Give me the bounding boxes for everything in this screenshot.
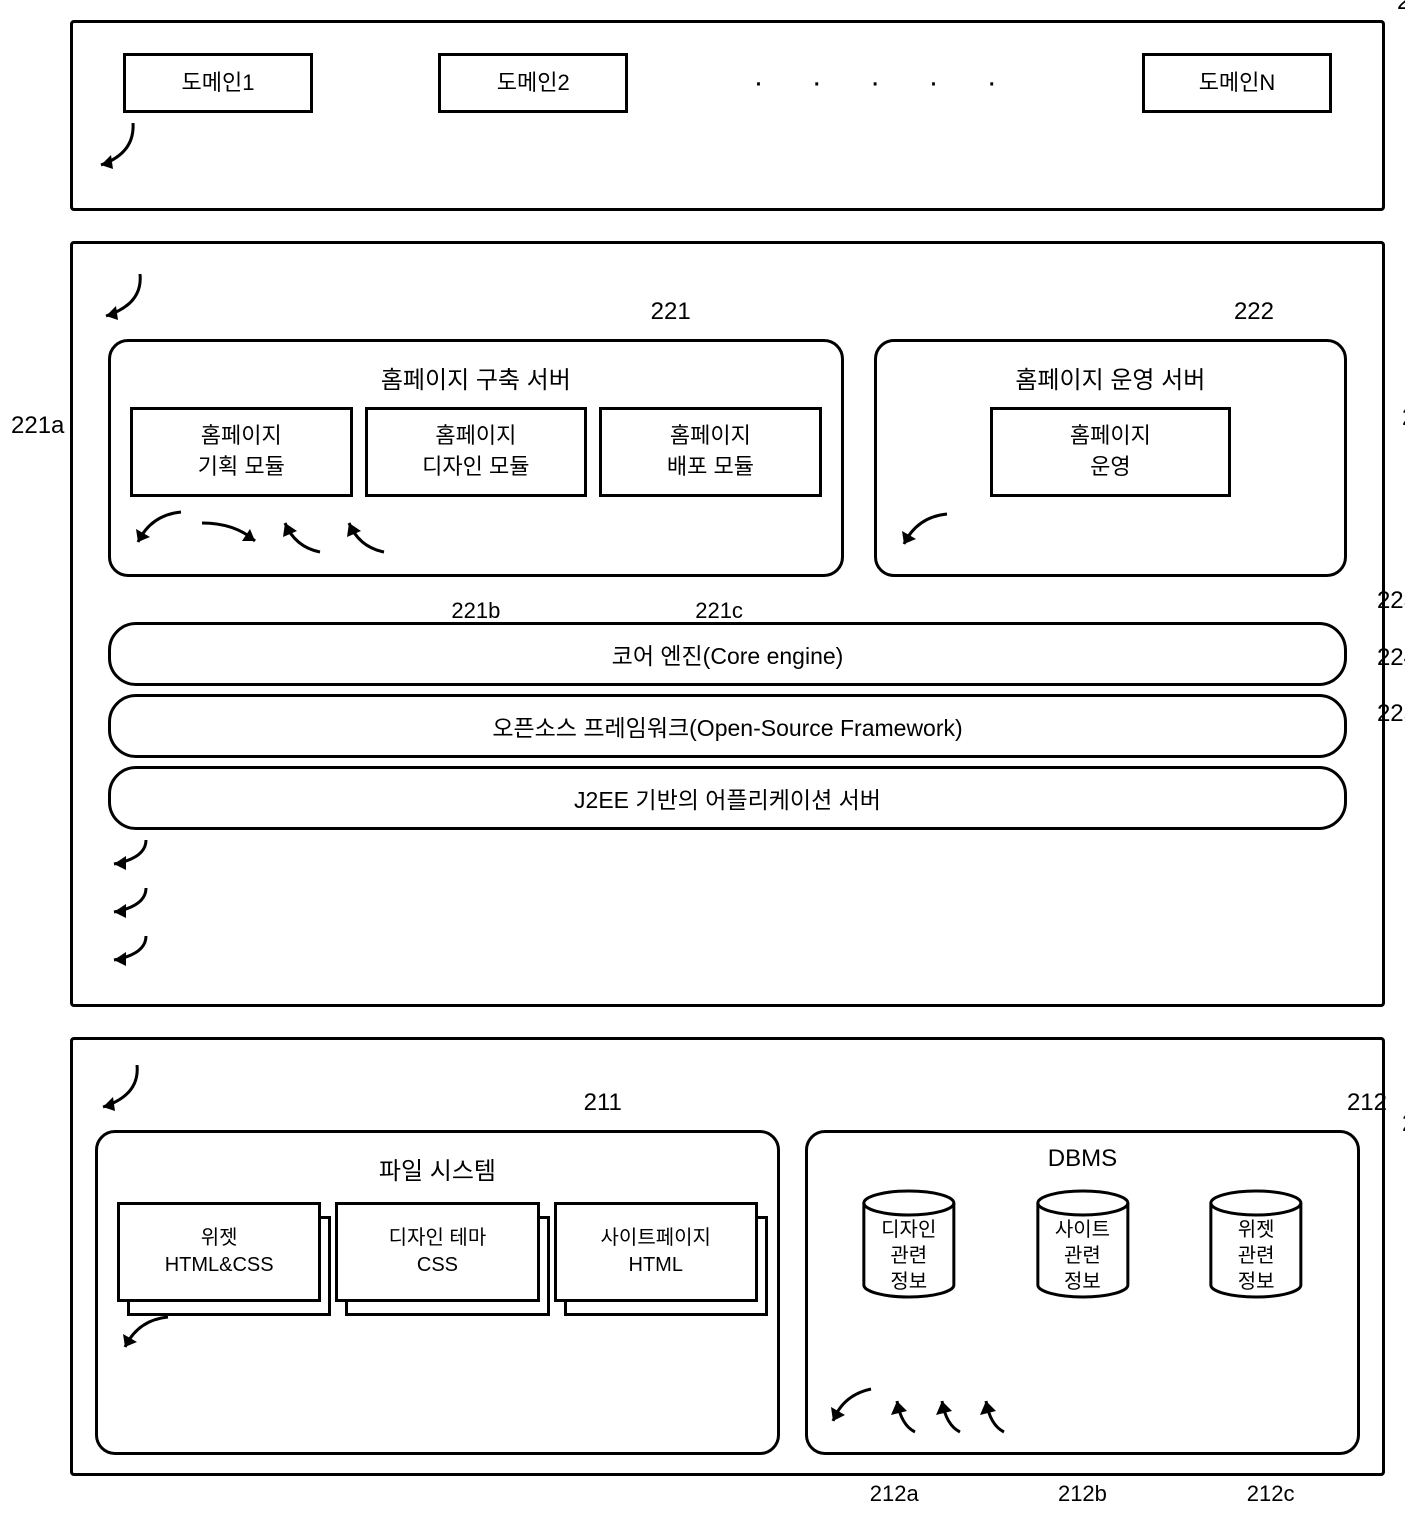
ref-223: 223 xyxy=(1377,587,1405,615)
ref-212c: 212c xyxy=(1186,1481,1356,1507)
domain-box-2: 도메인2 xyxy=(438,53,628,113)
leader-arrow-icon xyxy=(95,1065,155,1125)
db-design: 디자인 관련 정보 xyxy=(831,1189,987,1377)
dbms-title: DBMS xyxy=(823,1143,1342,1185)
ref-224: 224 xyxy=(1377,644,1405,672)
leader-arrow-icon xyxy=(823,1387,883,1437)
doc-sitepage: 사이트페이지 HTML xyxy=(554,1202,758,1302)
layer-app-server: J2EE 기반의 어플리케이션 서버 xyxy=(108,766,1347,830)
module-plan: 홈페이지 기획 모듈 xyxy=(130,407,353,497)
leader-arrow-icon xyxy=(932,1397,972,1437)
dbms-panel: DBMS 디자인 관련 정보 사이트 관련 정보 위젯 관련 정보 212 xyxy=(805,1130,1360,1455)
leader-arrow-icon xyxy=(108,886,158,926)
ops-server-panel: 홈페이지 운영 서버 홈페이지 운영 222 xyxy=(874,339,1347,577)
ref-221a-spacer xyxy=(117,598,348,624)
leader-arrow-icon xyxy=(93,123,153,183)
domain-row: 도메인1 도메인2 · · · · · 도메인N xyxy=(93,43,1362,123)
leader-arrow-icon xyxy=(339,517,399,557)
layer-stack: 코어 엔진(Core engine) 오픈소스 프레임워크(Open-Sourc… xyxy=(98,622,1357,974)
module-design: 홈페이지 디자인 모듈 xyxy=(365,407,588,497)
module-deploy: 홈페이지 배포 모듈 xyxy=(599,407,822,497)
ref-221b: 221b xyxy=(360,598,591,624)
ref-225: 225 xyxy=(1377,700,1405,728)
db-site: 사이트 관련 정보 xyxy=(1005,1189,1161,1377)
ref-222: 222 xyxy=(1234,298,1274,326)
ref-221c: 221c xyxy=(603,598,834,624)
db-widget-label: 위젯 관련 정보 xyxy=(1238,1217,1275,1295)
build-server-panel: 홈페이지 구축 서버 홈페이지 기획 모듈 홈페이지 디자인 모듈 홈페이지 배… xyxy=(108,339,844,577)
ref-212: 212 xyxy=(1347,1089,1387,1117)
domains-container: 도메인1 도메인2 · · · · · 도메인N 230 xyxy=(70,20,1385,211)
ops-server-title: 홈페이지 운영 서버 xyxy=(892,352,1329,407)
layer-core-engine: 코어 엔진(Core engine) xyxy=(108,622,1347,686)
leader-arrow-icon xyxy=(892,509,962,559)
leader-arrow-icon xyxy=(976,1397,1016,1437)
ops-module: 홈페이지 운영 xyxy=(990,407,1231,497)
file-system-title: 파일 시스템 xyxy=(113,1143,762,1198)
ellipsis-dots: · · · · · xyxy=(753,66,1016,100)
domain-box-n: 도메인N xyxy=(1142,53,1332,113)
db-design-label: 디자인 관련 정보 xyxy=(881,1217,936,1295)
file-system-panel: 파일 시스템 위젯 HTML&CSS 디자인 테마 CSS 사이트페이지 HTM… xyxy=(95,1130,780,1455)
leader-arrow-icon xyxy=(98,274,158,334)
ref-212a: 212a xyxy=(809,1481,979,1507)
domain-box-1: 도메인1 xyxy=(123,53,313,113)
db-site-label: 사이트 관련 정보 xyxy=(1055,1217,1110,1295)
leader-arrow-icon xyxy=(113,1312,183,1362)
storage-container: 210 파일 시스템 위젯 HTML&CSS 디자인 테마 CSS 사이트페이지… xyxy=(70,1037,1385,1476)
build-server-title: 홈페이지 구축 서버 xyxy=(126,352,826,407)
leader-arrow-icon xyxy=(108,934,158,974)
ref-221: 221 xyxy=(651,298,691,326)
ref-221a: 221a xyxy=(11,412,64,440)
db-widget: 위젯 관련 정보 xyxy=(1178,1189,1334,1377)
servers-container: 220 홈페이지 구축 서버 홈페이지 기획 모듈 홈페이지 디자인 모듈 홈페… xyxy=(70,241,1385,1007)
leader-arrow-icon xyxy=(126,507,196,557)
leader-arrow-icon xyxy=(275,517,335,557)
doc-widget: 위젯 HTML&CSS xyxy=(117,1202,321,1302)
doc-theme: 디자인 테마 CSS xyxy=(335,1202,539,1302)
leader-arrow-icon xyxy=(108,838,158,878)
ref-211: 211 xyxy=(584,1089,622,1117)
ref-230: 230 xyxy=(1397,0,1405,16)
ref-212b: 212b xyxy=(997,1481,1167,1507)
leader-arrow-icon xyxy=(200,517,270,557)
layer-open-source: 오픈소스 프레임워크(Open-Source Framework) xyxy=(108,694,1347,758)
leader-arrow-icon xyxy=(887,1397,927,1437)
